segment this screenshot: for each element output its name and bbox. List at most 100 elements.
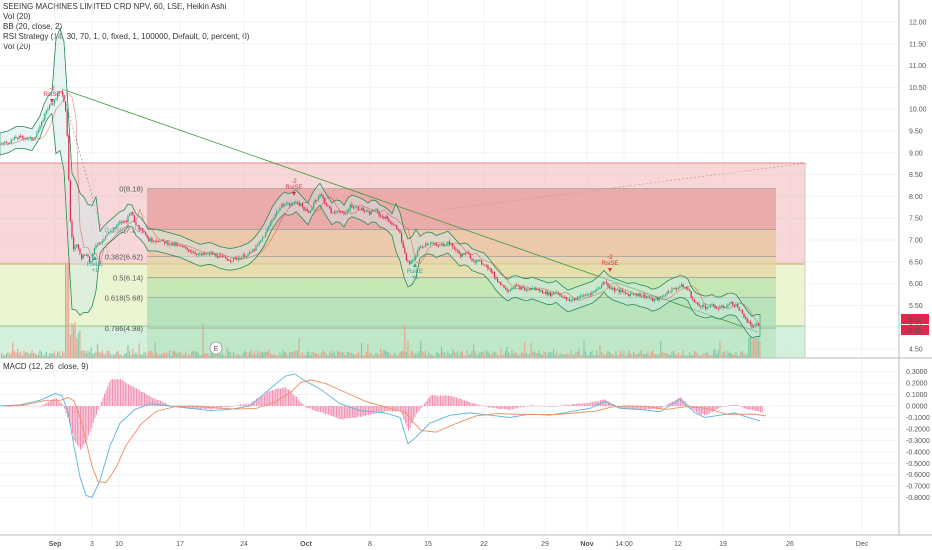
volume-bar — [522, 352, 524, 358]
candle-body — [325, 203, 327, 206]
candle-body — [545, 291, 547, 294]
volume-bar — [629, 353, 631, 358]
volume-bar — [666, 352, 668, 358]
candle-body — [455, 249, 457, 251]
macd-histogram-bar — [489, 406, 491, 408]
candle-body — [183, 246, 185, 248]
macd-histogram-bar — [444, 395, 446, 406]
candle-body — [530, 288, 532, 290]
volume-bar — [321, 352, 323, 358]
macd-histogram-bar — [632, 406, 634, 410]
candle-body — [71, 221, 73, 238]
macd-histogram-bar — [660, 406, 662, 409]
candle-body — [546, 291, 548, 295]
candle-body — [261, 238, 263, 241]
macd-histogram-bar — [566, 404, 568, 406]
macd-histogram-bar — [329, 406, 331, 416]
volume-bar — [221, 352, 223, 358]
candle-body — [505, 288, 507, 290]
volume-bar — [250, 350, 252, 358]
volume-bar — [698, 355, 700, 358]
macd-histogram-bar — [20, 405, 22, 407]
macd-histogram-bar — [387, 406, 389, 412]
volume-bar — [241, 355, 243, 358]
volume-bar — [61, 351, 63, 358]
candle-body — [250, 251, 252, 253]
volume-bar — [194, 351, 196, 358]
macd-histogram-bar — [100, 401, 102, 406]
candle-body — [409, 261, 411, 264]
candle-body — [101, 240, 103, 244]
price-tick-label: 4.50 — [909, 347, 923, 354]
volume-bar — [426, 355, 428, 358]
fibonacci-retracement[interactable]: 0(8.18) 0.236(7.24) 0.382(6.62) 0.5(6.14) 0.… — [0, 162, 806, 358]
macd-histogram-bar — [603, 399, 605, 406]
candle-body — [285, 203, 287, 205]
volume-bar — [13, 350, 15, 358]
volume-bar — [586, 355, 588, 358]
macd-histogram-bar — [222, 406, 224, 408]
macd-histogram-bar — [158, 400, 160, 406]
macd-histogram-bar — [753, 406, 755, 411]
macd-histogram-bar — [112, 379, 114, 406]
candle-body — [689, 289, 691, 292]
volume-bar — [429, 354, 431, 358]
candle-body — [125, 220, 127, 223]
candle-body — [477, 260, 479, 261]
candle-body — [114, 227, 116, 229]
volume-bar — [594, 355, 596, 358]
candle-body — [692, 297, 694, 300]
macd-histogram-bar — [680, 397, 682, 406]
volume-bar — [385, 350, 387, 358]
macd-histogram-bar — [203, 406, 205, 409]
macd-histogram-bar — [648, 406, 650, 410]
legend-vol[interactable]: Vol (20) — [3, 12, 31, 21]
macd-histogram-bar — [468, 402, 470, 406]
volume-bar — [33, 353, 35, 358]
legend-vol-2[interactable]: Vol (20) — [3, 42, 31, 51]
macd-histogram-bar — [460, 398, 462, 406]
volume-bar — [165, 352, 167, 358]
legend-bb[interactable]: BB (20, close, 2) — [3, 22, 63, 31]
volume-bar — [324, 352, 326, 358]
macd-histogram-bar — [585, 402, 587, 406]
macd-histogram-bar — [187, 406, 189, 408]
volume-bar — [428, 352, 430, 358]
legend-macd[interactable]: MACD (12, 26, close, 9) — [3, 362, 89, 371]
macd-histogram-bar — [64, 406, 66, 409]
candle-body — [244, 254, 246, 258]
macd-histogram-bar — [108, 382, 110, 406]
macd-histogram-bar — [366, 406, 368, 416]
candle-body — [4, 141, 6, 144]
macd-histogram-bar — [89, 406, 91, 432]
macd-histogram-bar — [24, 406, 26, 407]
candle-body — [15, 137, 17, 139]
volume-bar — [234, 355, 236, 358]
macd-histogram-bar — [574, 404, 576, 406]
short-entry-arrow — [50, 99, 54, 103]
candle-body — [305, 208, 307, 211]
volume-bar — [204, 353, 206, 358]
volume-bar — [676, 354, 678, 358]
candle-body — [13, 137, 15, 140]
macd-histogram-bar — [531, 404, 533, 406]
candle-body — [225, 256, 227, 259]
volume-bar — [589, 352, 591, 358]
legend-rsi-strategy[interactable]: RSI Strategy (14, 30, 70, 1, 0, fixed, 1… — [3, 32, 250, 41]
macd-histogram-bar — [417, 406, 419, 412]
volume-bar — [252, 354, 254, 358]
candle-body — [141, 229, 143, 231]
candle-body — [169, 244, 171, 246]
time-tick-label: 29 — [541, 541, 549, 548]
candle-body — [247, 253, 249, 257]
volume-bar — [202, 324, 204, 358]
macd-histogram-bar — [393, 406, 395, 412]
candle-body — [509, 289, 511, 291]
volume-bar — [401, 350, 403, 358]
volume-bar — [655, 354, 657, 358]
candle-body — [188, 249, 190, 252]
macd-histogram-bar — [539, 405, 541, 407]
volume-bar — [685, 355, 687, 358]
macd-histogram-bar — [731, 404, 733, 406]
